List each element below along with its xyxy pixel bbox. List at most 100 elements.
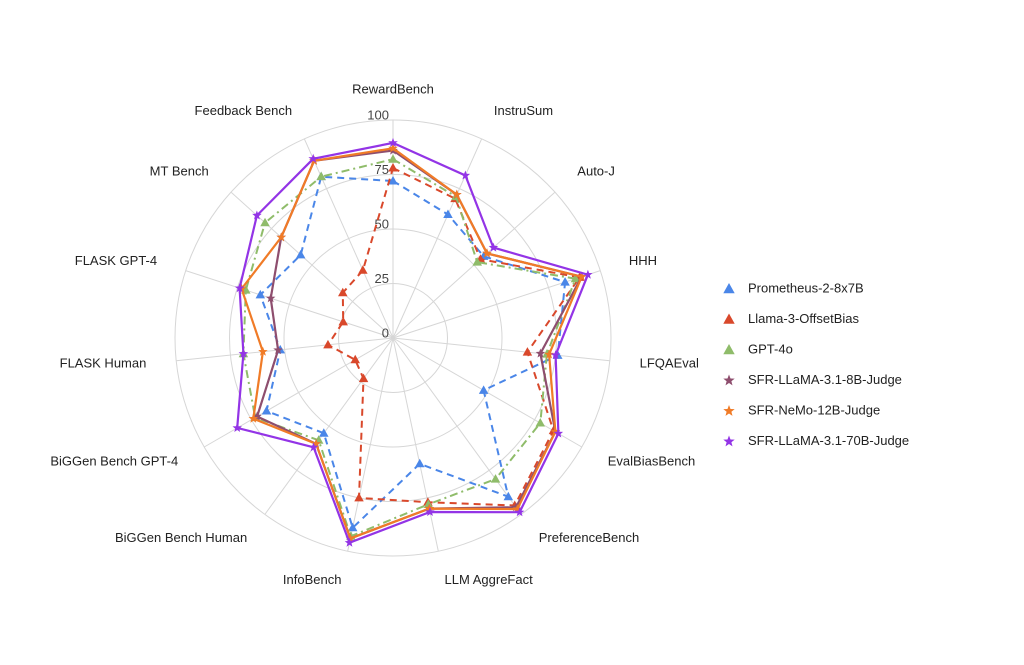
data-point xyxy=(276,232,286,242)
data-point xyxy=(388,162,398,172)
data-point xyxy=(425,507,435,516)
data-point xyxy=(308,153,318,163)
category-label: FLASK Human xyxy=(60,355,147,370)
data-point xyxy=(338,287,348,297)
data-point xyxy=(358,265,368,274)
data-point xyxy=(570,273,581,283)
legend-label: Prometheus-2-8x7B xyxy=(748,280,864,295)
data-point xyxy=(550,426,561,436)
data-point xyxy=(512,504,522,514)
data-point xyxy=(583,269,593,279)
legend-label: SFR-LLaMA-3.1-70B-Judge xyxy=(748,433,909,448)
spoke xyxy=(176,337,394,362)
data-point xyxy=(273,345,283,355)
spoke xyxy=(392,138,483,339)
data-point xyxy=(311,438,321,448)
spoke xyxy=(392,337,439,552)
data-point xyxy=(388,154,398,163)
data-point xyxy=(258,346,268,356)
legend-marker xyxy=(723,313,735,324)
data-point xyxy=(490,474,501,483)
data-point xyxy=(414,458,425,468)
data-point xyxy=(265,293,276,303)
data-point xyxy=(252,411,262,421)
r-tick-label: 100 xyxy=(367,107,389,122)
data-point xyxy=(472,257,482,266)
data-point xyxy=(550,350,561,360)
category-label: RewardBench xyxy=(352,81,434,96)
data-point xyxy=(252,210,262,220)
category-label: BiGGen Bench GPT-4 xyxy=(50,453,178,468)
data-point xyxy=(347,522,358,532)
data-point xyxy=(503,491,514,501)
category-label: BiGGen Bench Human xyxy=(115,530,247,545)
data-point xyxy=(323,339,333,349)
data-point xyxy=(522,347,533,356)
legend-marker xyxy=(723,435,735,447)
data-point xyxy=(478,385,489,394)
legend-label: SFR-LLaMA-3.1-8B-Judge xyxy=(748,372,902,387)
data-point xyxy=(232,422,242,432)
series-line xyxy=(242,158,577,538)
data-point xyxy=(308,442,319,452)
category-label: LFQAEval xyxy=(640,355,699,370)
category-label: Auto-J xyxy=(577,163,615,178)
series-line xyxy=(236,141,590,545)
data-point xyxy=(350,354,360,364)
data-point xyxy=(338,316,348,326)
spoke xyxy=(303,138,394,339)
legend-marker xyxy=(723,405,735,416)
data-point xyxy=(319,428,329,437)
spoke xyxy=(185,270,394,339)
legend-marker xyxy=(723,283,735,294)
data-point xyxy=(424,503,434,513)
data-point xyxy=(358,373,369,383)
data-point xyxy=(482,248,492,258)
series-line xyxy=(240,147,584,540)
data-point xyxy=(344,537,355,547)
data-point xyxy=(295,249,306,259)
r-tick-label: 25 xyxy=(375,271,389,286)
series-line xyxy=(326,166,582,507)
legend-marker xyxy=(723,374,735,386)
spoke xyxy=(203,337,394,448)
legend-label: SFR-NeMo-12B-Judge xyxy=(748,402,880,417)
data-point xyxy=(388,143,398,153)
data-point xyxy=(255,289,266,299)
data-point xyxy=(423,499,434,508)
data-point xyxy=(553,428,564,438)
data-point xyxy=(248,413,258,423)
series-line xyxy=(259,175,567,530)
data-point xyxy=(544,349,554,359)
category-label: HHH xyxy=(629,253,657,268)
data-point xyxy=(511,502,521,512)
data-point xyxy=(234,283,245,293)
spoke xyxy=(347,337,394,552)
category-label: Feedback Bench xyxy=(195,103,293,118)
spoke xyxy=(392,337,610,362)
data-point xyxy=(443,209,453,219)
r-tick-label: 75 xyxy=(375,162,389,177)
category-label: InfoBench xyxy=(283,572,342,587)
spoke xyxy=(392,337,522,515)
category-label: LLM AggreFact xyxy=(445,572,534,587)
data-point xyxy=(345,533,356,543)
data-point xyxy=(535,418,546,427)
category-label: InstruSum xyxy=(494,103,553,118)
data-point xyxy=(316,171,326,181)
data-point xyxy=(460,170,471,180)
data-point xyxy=(488,242,499,252)
data-point xyxy=(452,189,462,199)
category-label: PreferenceBench xyxy=(539,530,639,545)
data-point xyxy=(388,176,398,185)
data-point xyxy=(238,348,249,358)
data-point xyxy=(354,492,364,502)
legend-label: Llama-3-OffsetBias xyxy=(748,311,860,326)
data-point xyxy=(260,217,270,227)
category-label: FLASK GPT-4 xyxy=(75,253,157,268)
r-tick-label: 0 xyxy=(382,325,389,340)
data-point xyxy=(514,507,525,517)
category-label: MT Bench xyxy=(150,163,209,178)
data-point xyxy=(261,406,272,415)
